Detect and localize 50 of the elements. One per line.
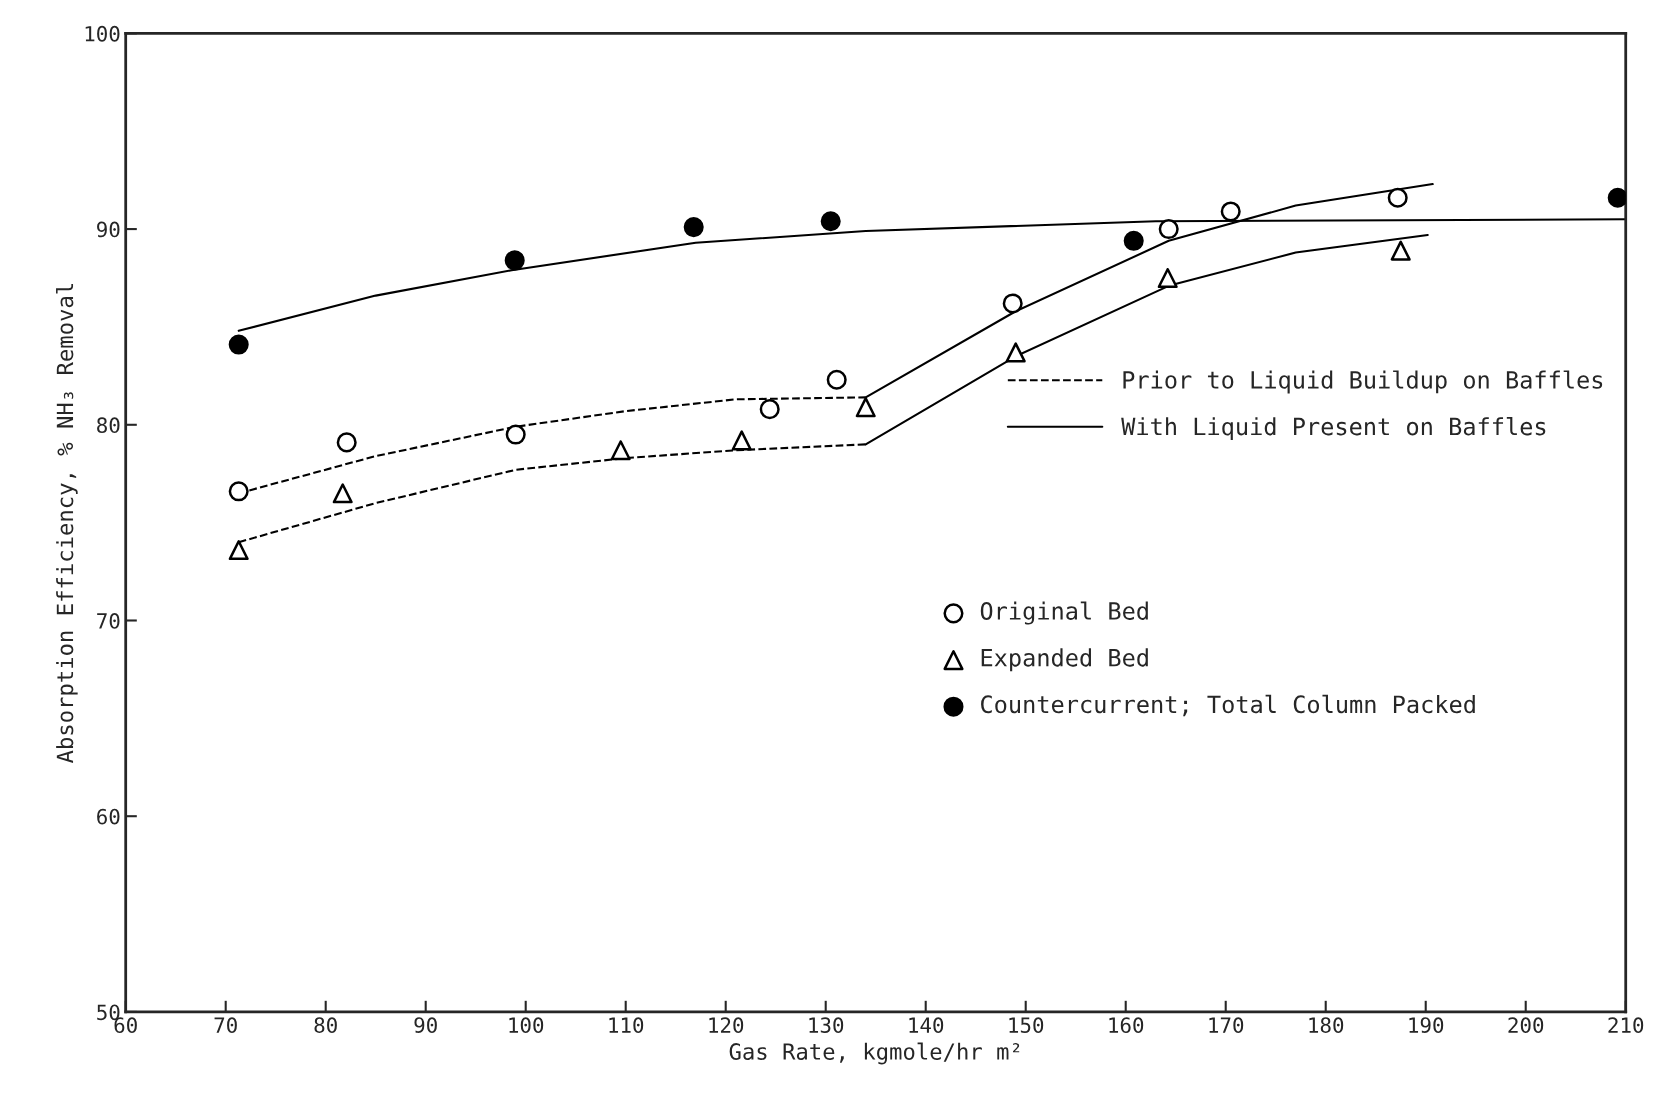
legend-label: Expanded Bed [981,648,1148,672]
x-tick-label: 70 [214,1017,237,1034]
x-tick-label: 150 [1009,1017,1044,1034]
legend-label: Countercurrent; Total Column Packed [981,694,1475,717]
point [228,481,249,502]
x-axis-title: Gas Rate, kgmole/hr m² [729,1042,1020,1065]
y-tick-label: 90 [97,221,120,238]
x-tick-label: 160 [1109,1017,1144,1034]
point [1390,240,1411,261]
x-tick-label: 190 [1409,1017,1444,1034]
point [1123,230,1144,251]
point [228,334,249,355]
point [759,399,780,420]
legend-label: With Liquid Present on Baffles [1121,417,1546,441]
point [505,424,526,445]
point [332,483,353,504]
x-tick-label: 120 [709,1017,744,1034]
point [1158,219,1179,240]
point [855,397,876,418]
legend-label: Prior to Liquid Buildup on Baffles [1123,370,1603,394]
x-tick-label: 200 [1508,1017,1544,1034]
x-tick-label: 130 [809,1017,844,1034]
point [731,430,752,451]
x-tick-label: 100 [509,1017,544,1034]
point [336,432,357,453]
x-tick-label: 140 [909,1017,944,1034]
legend-label: Original Bed [980,601,1148,625]
point [1607,187,1626,208]
point [1220,201,1241,222]
y-tick-label: 80 [97,417,120,434]
y-tick-label: 100 [85,25,120,42]
y-tick-label: 70 [97,613,120,629]
y-axis-title: Absorption Efficiency, % NH₃ Removal [56,283,78,764]
x-tick-label: 90 [414,1017,437,1034]
point [820,211,841,232]
x-tick-label: 180 [1309,1017,1344,1034]
point [826,369,847,390]
point [1157,267,1178,289]
x-tick-label: 80 [314,1017,337,1034]
x-tick-label: 210 [1608,1017,1644,1034]
point [1387,187,1408,208]
point [504,250,525,271]
point [610,440,631,461]
point [228,540,249,561]
x-tick-label: 170 [1209,1017,1244,1034]
x-tick-label: 110 [609,1017,644,1034]
point [1002,293,1023,314]
point [683,217,704,238]
point [1005,342,1026,363]
y-tick-label: 60 [97,808,120,825]
